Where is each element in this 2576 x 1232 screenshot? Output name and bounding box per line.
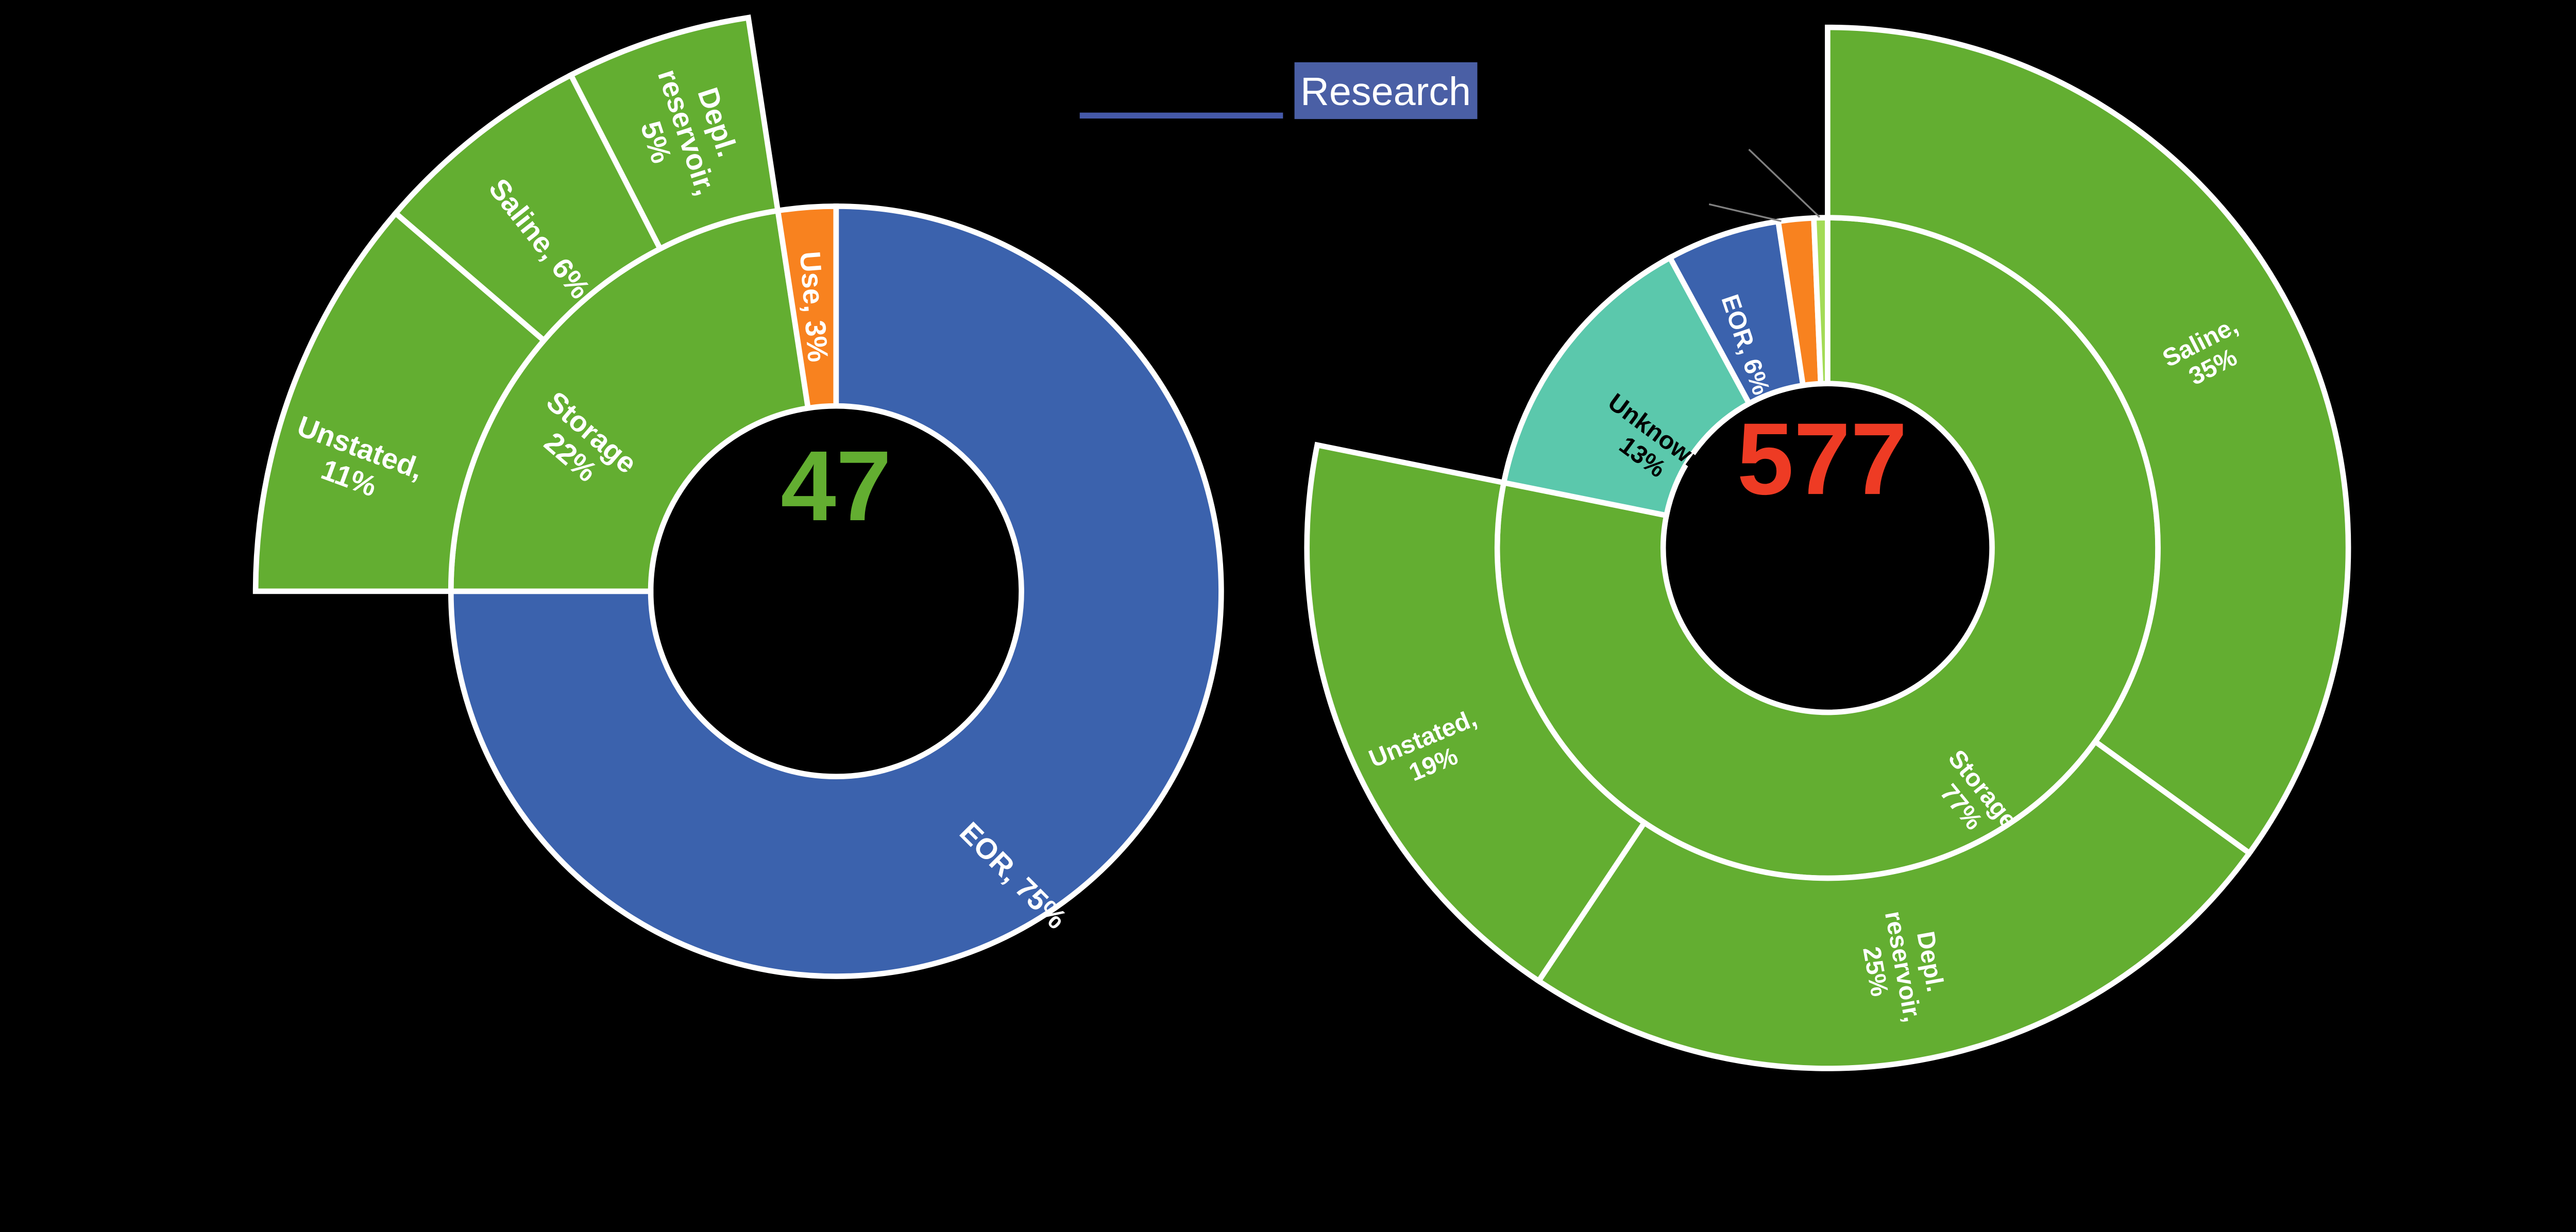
chart-group-1: Storage77%Unknown,13%EOR, 6% Saline,35%De…	[1304, 24, 2351, 1071]
right-chart-outer-label-depl-reservoir: Depl.reservoir,25%	[1852, 904, 1954, 1029]
right-chart-outer-wedge-saline	[1825, 24, 2351, 857]
right-chart-outer-wedge-depl-reservoir	[1535, 738, 2253, 1071]
left-chart-outer-wedge-unstated	[252, 209, 548, 594]
chart-group-0: EOR, 75%Storage22%Use, 3%Unstated,11%Sal…	[252, 14, 1224, 979]
right-chart-wedge-small-slice-lightgreen	[1811, 215, 1831, 387]
sunburst-figure: EOR, 75%Storage22%Use, 3%Unstated,11%Sal…	[252, 14, 2351, 1071]
right-chart-total: 577	[1737, 402, 1907, 516]
figure-container: EOR, 75% Storage22% Use, 3% Unstated,11% Sal…	[252, 14, 2351, 1071]
right-chart-wedge-unknown	[1500, 254, 1753, 519]
legend-label-box	[1294, 62, 1478, 119]
legend-label: Research	[1300, 70, 1471, 114]
legend: Research	[1079, 62, 1478, 119]
right-chart-leader-line-2	[1708, 203, 1782, 223]
right-chart-outer-wedge-unstated	[1304, 441, 1648, 985]
left-chart-outer-wedge-depl-reservoir	[567, 14, 781, 253]
right-chart-leader-line-1	[1748, 148, 1821, 218]
left-chart-wedge-use	[774, 203, 839, 412]
right-chart-outer-label-saline: Saline,35%	[2158, 312, 2255, 398]
left-chart-total: 47	[781, 430, 891, 541]
left-chart-wedge-eor	[448, 203, 1224, 979]
